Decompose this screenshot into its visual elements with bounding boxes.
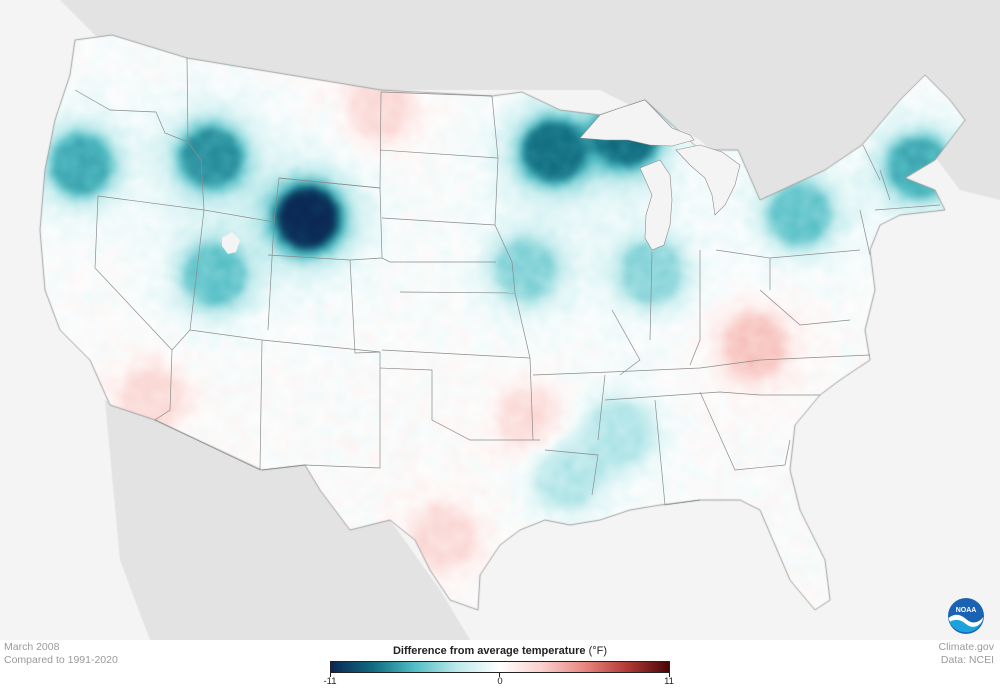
legend-title-text: Difference from average temperature [392, 645, 586, 657]
map-caption: March 2008 Compared to 1991-2020 [4, 641, 118, 667]
lake-michigan [639, 159, 673, 251]
lake-superior [579, 99, 695, 147]
legend-title: Difference from average temperature (°F) [330, 645, 670, 657]
source-credit: Climate.gov Data: NCEI [939, 641, 994, 667]
legend-tick-max [669, 673, 670, 677]
state-boundaries-overlay [74, 57, 941, 506]
legend-tick-min [330, 673, 331, 677]
legend-label-max: 11 [664, 676, 674, 687]
state-lines [74, 57, 941, 506]
site-label: Climate.gov [938, 641, 994, 653]
legend-color-bar [330, 661, 670, 673]
legend-tick-mid [499, 673, 500, 677]
baseline-label: Compared to 1991-2020 [4, 654, 118, 666]
great-salt-lake [222, 232, 240, 254]
legend-label-mid: 0 [497, 676, 503, 687]
legend-unit: (°F) [588, 645, 608, 657]
temperature-anomaly-map [0, 0, 1000, 640]
noaa-logo-icon: NOAA [948, 598, 984, 634]
data-source-label: Data: NCEI [940, 654, 994, 666]
legend-label-min: -11 [323, 676, 337, 687]
lake-huron [675, 144, 741, 216]
logo-text: NOAA [956, 607, 977, 614]
date-label: March 2008 [4, 641, 60, 653]
